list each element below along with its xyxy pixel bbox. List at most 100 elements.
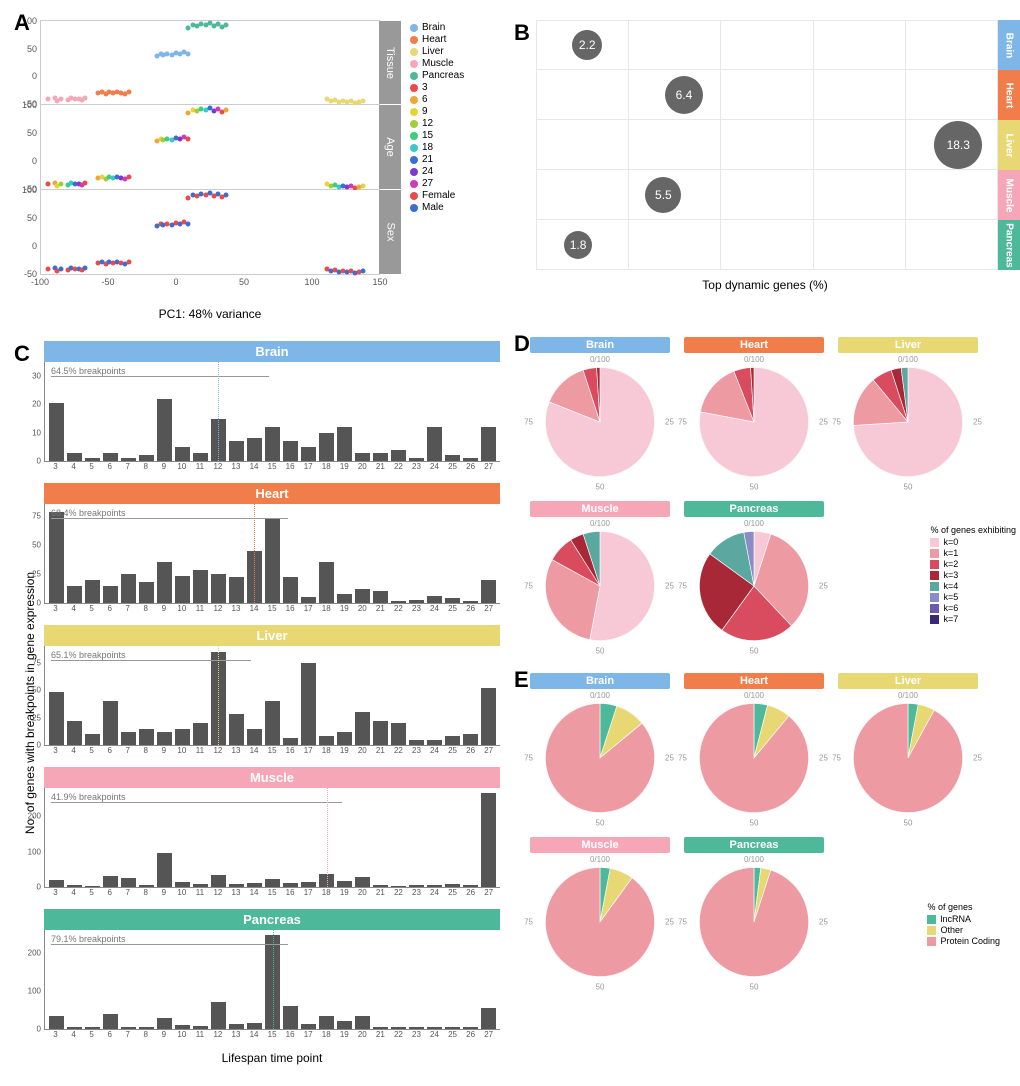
c-bar xyxy=(319,562,334,603)
pie-brain: Brain0/100255075 xyxy=(530,337,670,487)
c-chart-title: Pancreas xyxy=(44,909,500,930)
c-vline xyxy=(218,362,219,461)
pie-title: Liver xyxy=(838,337,978,353)
c-bar xyxy=(355,1016,370,1029)
b-cell xyxy=(629,120,721,170)
c-bar xyxy=(445,1027,460,1029)
c-bar xyxy=(337,732,352,745)
c-bar xyxy=(229,1024,244,1029)
c-bar xyxy=(283,577,298,603)
c-bar xyxy=(139,455,154,461)
c-bar xyxy=(319,736,334,745)
b-cell xyxy=(536,170,629,220)
b-cell: 2.2 xyxy=(536,20,629,70)
b-cell xyxy=(536,120,629,170)
b-row-liver: 18.3Liver xyxy=(536,120,1020,170)
c-bar xyxy=(49,1016,64,1029)
c-bar xyxy=(301,447,316,461)
c-bar xyxy=(373,591,388,603)
pca-point xyxy=(361,183,366,188)
b-cell xyxy=(906,220,998,270)
pie-legend-item: k=3 xyxy=(930,570,1016,580)
pca-point xyxy=(45,267,50,272)
b-row-brain: 2.2Brain xyxy=(536,20,1020,70)
c-bar xyxy=(175,447,190,461)
c-annotation: 64.5% breakpoints xyxy=(51,366,126,376)
c-bar xyxy=(481,688,496,745)
c-bar xyxy=(373,721,388,745)
c-bar xyxy=(463,458,478,461)
c-bar xyxy=(193,453,208,461)
pie-legend-item: k=7 xyxy=(930,614,1016,624)
c-bar xyxy=(175,1025,190,1029)
c-chart-muscle: Muscle010020041.9% breakpoints3456789101… xyxy=(44,767,500,897)
b-cell xyxy=(536,70,629,120)
c-bar xyxy=(103,586,118,603)
c-bar xyxy=(463,885,478,887)
c-bar xyxy=(301,882,316,887)
c-bar xyxy=(427,885,442,887)
pca-point xyxy=(45,97,50,102)
c-vline xyxy=(327,788,328,887)
c-bar xyxy=(85,734,100,745)
c-bar xyxy=(283,441,298,461)
panel-a: A PC2: 24% variance -50050100Tissue-5005… xyxy=(10,10,500,321)
c-bar xyxy=(247,438,262,461)
c-bar xyxy=(247,883,262,887)
c-bar xyxy=(481,793,496,887)
c-bar xyxy=(67,1027,82,1029)
legend-item: Female xyxy=(410,190,464,201)
c-bar xyxy=(445,884,460,887)
c-bar xyxy=(301,597,316,603)
c-bar xyxy=(427,427,442,461)
c-chart-title: Liver xyxy=(44,625,500,646)
panel-b: B 2.2Brain6.4Heart18.3Liver5.5Muscle1.8P… xyxy=(510,20,1020,321)
c-bar xyxy=(481,1008,496,1029)
b-strip: Heart xyxy=(998,70,1020,120)
b-cell xyxy=(814,20,906,70)
c-bar xyxy=(247,1023,262,1029)
pca-point xyxy=(223,107,228,112)
c-bar xyxy=(409,1027,424,1029)
c-bar xyxy=(121,574,136,603)
pie-title: Pancreas xyxy=(684,501,824,517)
legend-item: 27 xyxy=(410,178,464,189)
panel-d-letter: D xyxy=(514,331,530,357)
pie-pancreas: Pancreas0/100255075 xyxy=(684,837,824,987)
pie-legend-item: k=0 xyxy=(930,537,1016,547)
pie-legend-item: k=4 xyxy=(930,581,1016,591)
c-annotation: 41.9% breakpoints xyxy=(51,792,126,802)
panel-b-xlabel: Top dynamic genes (%) xyxy=(510,278,1020,292)
c-bar xyxy=(463,1027,478,1029)
panel-e-legend: % of geneslncRNAOtherProtein Coding xyxy=(927,902,1000,947)
b-cell: 6.4 xyxy=(629,70,721,120)
b-cell xyxy=(814,120,906,170)
c-bar xyxy=(175,729,190,745)
pca-facet-sex: -50050100Sex xyxy=(40,190,380,275)
pie-muscle: Muscle0/100255075 xyxy=(530,501,670,651)
pca-point xyxy=(185,221,190,226)
b-cell xyxy=(814,70,906,120)
pca-point xyxy=(223,192,228,197)
c-bar xyxy=(121,458,136,461)
panel-c: C No. of genes with breakpoints in gene … xyxy=(10,341,500,1065)
c-bar xyxy=(409,600,424,603)
c-bar xyxy=(373,885,388,887)
pie-pancreas: Pancreas0/100255075 xyxy=(684,501,824,651)
pca-point xyxy=(45,182,50,187)
legend-item: 9 xyxy=(410,106,464,117)
b-cell xyxy=(814,170,906,220)
c-bar xyxy=(319,433,334,461)
c-vline xyxy=(273,930,274,1029)
legend-item: Muscle xyxy=(410,58,464,69)
pca-point xyxy=(59,266,64,271)
pie-heart: Heart0/100255075 xyxy=(684,673,824,823)
c-bar xyxy=(175,882,190,887)
pie-legend-title: % of genes xyxy=(927,902,1000,912)
c-bar xyxy=(67,885,82,887)
legend-item: 3 xyxy=(410,82,464,93)
c-bar xyxy=(193,723,208,745)
c-bar xyxy=(481,427,496,461)
pca-point xyxy=(361,268,366,273)
c-bar xyxy=(427,596,442,603)
